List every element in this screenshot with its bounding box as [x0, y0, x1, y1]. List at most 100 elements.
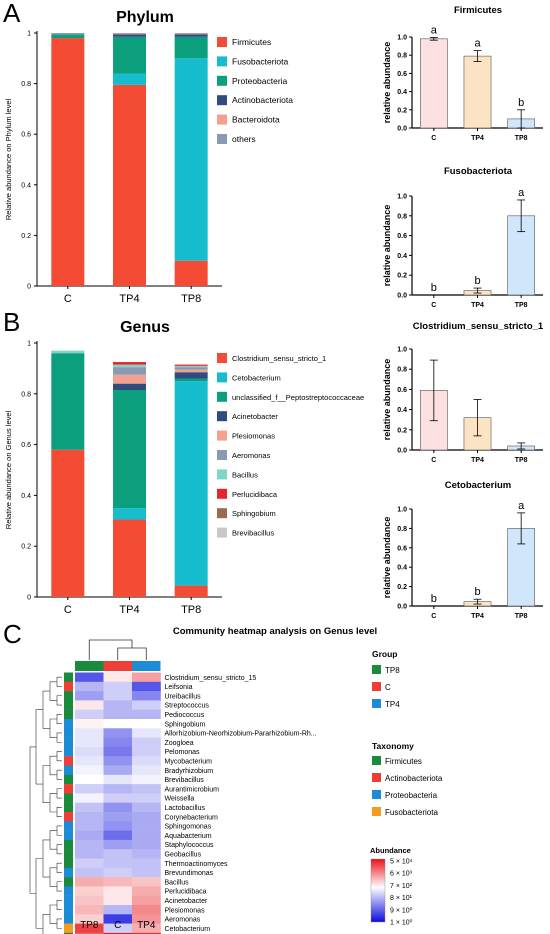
y-tick-label: 1.0	[397, 347, 407, 354]
legend-swatch	[217, 469, 227, 480]
y-tick-label: 0.6	[397, 387, 407, 394]
heatmap-cell	[103, 932, 133, 934]
heatmap-cell	[103, 812, 133, 822]
stack-segment	[113, 34, 146, 37]
heatmap-cell	[75, 793, 104, 803]
y-tick-label: 0	[27, 284, 31, 291]
legend-label: Actinobacteriota	[232, 95, 293, 105]
taxonomy-legend-title: Taxonomy	[372, 741, 414, 751]
legend-label: Bacteroidota	[232, 115, 280, 125]
y-axis-label: relative abundance	[382, 42, 392, 124]
taxonomy-color-cell	[64, 737, 73, 748]
y-tick-label: 0.4	[21, 182, 31, 189]
heatmap-cell	[103, 839, 133, 850]
x-tick-label: C	[431, 135, 436, 142]
y-tick-label: 0.4	[397, 565, 407, 572]
heatmap-cell	[103, 849, 133, 859]
x-tick-label: TP8	[515, 302, 528, 309]
y-tick-label: 0.8	[397, 526, 407, 533]
legend-swatch	[217, 372, 227, 383]
significance-letter: a	[518, 187, 525, 199]
group-legend-label: TP4	[385, 700, 400, 709]
y-tick-label: 1.0	[397, 194, 407, 201]
heatmap-cell	[103, 867, 133, 878]
y-tick-label: 1	[27, 31, 31, 38]
x-tick-label: TP4	[471, 457, 484, 464]
stack-segment	[174, 33, 208, 35]
row-label: Sphingomonas	[165, 824, 212, 831]
abundance-tick-label: 6 × 10³	[390, 871, 413, 878]
heatmap-cell	[132, 867, 161, 878]
heatmap-cell	[132, 784, 161, 794]
taxonomy-color-cell	[64, 746, 73, 757]
legend-label: Bacillus	[232, 470, 258, 479]
heatmap-cell	[75, 914, 104, 924]
y-tick-label: 0.0	[397, 126, 407, 133]
y-tick-label: 0.8	[21, 81, 31, 88]
heatmap-cell	[75, 858, 104, 869]
heatmap-cell	[132, 746, 161, 757]
heatmap-cell	[103, 895, 133, 906]
group-color-cell	[75, 661, 104, 671]
heatmap-cell	[75, 728, 104, 738]
stack-segment	[113, 519, 146, 597]
legend-label: Fusobacteriota	[232, 56, 288, 66]
taxonomy-color-cell	[64, 802, 73, 813]
row-label: Lactobacillus	[165, 805, 206, 812]
heatmap-cell	[75, 923, 104, 934]
legend-label: Clostridium_sensu_stricto_1	[232, 354, 326, 363]
x-tick-label: TP4	[119, 293, 139, 305]
heatmap-cell	[103, 672, 133, 683]
stack-segment	[113, 33, 146, 34]
y-tick-label: 0.2	[397, 584, 407, 591]
row-label: Staphylococcus	[165, 842, 215, 849]
y-tick-label: 0.6	[397, 71, 407, 78]
x-tick-label: TP8	[515, 613, 528, 620]
taxonomy-color-cell	[64, 905, 73, 915]
row-label: Sphingobium	[165, 721, 206, 728]
chart-title: Fusobacteriota	[444, 166, 513, 177]
cetobacterium-bar-chart: Cetobacterium relative abundance 0.0 0.2 0.4…	[382, 480, 543, 620]
taxonomy-color-cell	[64, 681, 73, 692]
y-tick-label: 0.0	[397, 604, 407, 611]
stack-segment	[174, 365, 208, 368]
stack-segment	[113, 383, 146, 390]
heatmap-cell	[75, 867, 104, 878]
legend-swatch	[217, 114, 227, 125]
heatmap-cell	[103, 905, 133, 915]
stack-segment	[51, 34, 85, 39]
taxonomy-legend-label: Actinobacteriota	[385, 774, 443, 783]
y-tick-label: 0.0	[397, 293, 407, 300]
stack-segment	[174, 369, 208, 373]
heatmap-cell	[75, 672, 104, 683]
heatmap-cell	[75, 700, 104, 710]
row-label: Acinetobacter	[165, 898, 208, 905]
heatmap-cell	[75, 877, 104, 887]
genus-heatmap: Community heatmap analysis on Genus leve…	[29, 626, 443, 934]
taxonomy-legend-swatch	[372, 790, 381, 799]
heatmap-cell	[132, 774, 161, 785]
heatmap-cell	[103, 719, 133, 729]
taxonomy-legend-label: Fusobacteriota	[385, 808, 438, 817]
legend-label: Proteobacteria	[232, 76, 288, 86]
heatmap-cell	[103, 774, 133, 785]
heatmap-cell	[103, 691, 133, 701]
heatmap-cell	[132, 839, 161, 850]
taxonomy-color-cell	[64, 728, 73, 738]
row-label: Cetobacterium	[165, 926, 211, 933]
x-tick-label: C	[431, 613, 436, 620]
row-label: Aquabacterium	[165, 833, 212, 840]
heatmap-cell	[103, 700, 133, 710]
stack-segment	[174, 372, 208, 379]
stack-segment	[174, 364, 208, 366]
y-tick-label: 0.6	[397, 233, 407, 240]
firmicutes-bar-chart: Firmicutes relative abundance 0.0 0.2 0.4 0.6…	[382, 5, 543, 142]
panel-label-c: C	[3, 619, 22, 649]
y-axis-label: relative abundance	[382, 359, 392, 441]
heatmap-cell	[132, 914, 161, 924]
heatmap-title: Community heatmap analysis on Genus leve…	[173, 626, 377, 637]
row-label: Streptococcus	[165, 703, 210, 710]
abundance-legend-title: Abundance	[370, 846, 411, 855]
heatmap-cell	[132, 700, 161, 710]
stack-segment	[113, 84, 146, 287]
